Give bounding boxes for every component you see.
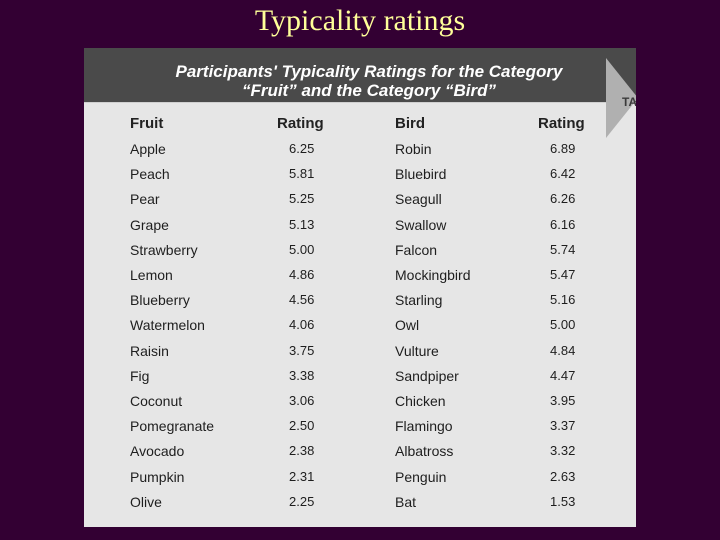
bird-rating: 5.47	[550, 267, 576, 282]
fruit-name: Avocado	[130, 443, 185, 460]
bird-name: Penguin	[395, 468, 447, 485]
fruit-rating: 5.13	[289, 216, 315, 232]
table-row: Pomegranate 2.50 Flamingo 3.37	[84, 418, 636, 443]
bird-rating: 3.32	[550, 443, 576, 459]
fruit-name: Watermelon	[130, 317, 205, 334]
bird-rating: 3.37	[550, 418, 576, 434]
fruit-rating: 5.81	[289, 166, 315, 182]
table-title-line2: “Fruit” and the Category “Bird”	[241, 81, 497, 100]
bird-name: Starling	[395, 292, 443, 309]
table-title: Participants' Typicality Ratings for the…	[154, 62, 584, 100]
bird-name: Albatross	[395, 443, 454, 460]
fruit-rating: 2.31	[289, 468, 315, 484]
table-row: Apple 6.25 Robin 6.89	[84, 141, 636, 166]
fruit-rating: 2.50	[289, 418, 315, 434]
fruit-name: Blueberry	[130, 292, 190, 309]
table-row: Pear 5.25 Seagull 6.26	[84, 191, 636, 216]
bird-name: Vulture	[395, 342, 439, 359]
bird-name: Bluebird	[395, 166, 447, 183]
slide-title: Typicality ratings	[254, 4, 466, 37]
fruit-name: Apple	[130, 141, 166, 157]
fruit-rating: 4.56	[289, 292, 315, 308]
table-row: Strawberry 5.00 Falcon 5.74	[84, 242, 636, 267]
fruit-name: Grape	[130, 216, 169, 233]
column-header-bird-rating: Rating	[538, 115, 585, 132]
fruit-name: Pear	[130, 191, 160, 208]
table-header-bar: Participants' Typicality Ratings for the…	[84, 48, 636, 103]
bird-rating: 6.16	[550, 216, 576, 232]
fruit-rating: 6.25	[289, 141, 315, 156]
column-header-fruit-rating: Rating	[277, 115, 324, 132]
column-header-fruit: Fruit	[130, 115, 164, 132]
fruit-rating: 2.25	[289, 493, 315, 509]
fruit-rating: 3.06	[289, 393, 315, 408]
bird-rating: 5.00	[550, 317, 576, 333]
fruit-rating: 2.38	[289, 443, 315, 459]
bird-rating: 3.95	[550, 393, 576, 408]
bird-rating: 4.47	[550, 367, 576, 383]
bird-name: Swallow	[395, 216, 447, 233]
bird-name: Seagull	[395, 191, 442, 208]
bird-name: Owl	[395, 317, 420, 334]
table-row: Grape 5.13 Swallow 6.16	[84, 217, 636, 242]
fruit-name: Lemon	[130, 267, 173, 283]
fruit-rating: 3.75	[289, 342, 315, 358]
bird-name: Flamingo	[395, 418, 453, 435]
page-tab-label: TA	[622, 95, 636, 109]
table-row: Olive 2.25 Bat 1.53	[84, 494, 636, 519]
table-image: Participants' Typicality Ratings for the…	[84, 48, 636, 527]
fruit-rating: 4.86	[289, 267, 315, 282]
fruit-name: Olive	[130, 493, 162, 510]
table-row: Pumpkin 2.31 Penguin 2.63	[84, 469, 636, 494]
table-row: Peach 5.81 Bluebird 6.42	[84, 166, 636, 191]
bird-rating: 6.42	[550, 166, 576, 182]
bird-rating: 6.89	[550, 141, 576, 156]
fruit-rating: 5.00	[289, 241, 315, 257]
fruit-name: Pumpkin	[130, 468, 185, 485]
table-row: Avocado 2.38 Albatross 3.32	[84, 443, 636, 468]
bird-rating: 1.53	[550, 493, 576, 509]
bird-name: Sandpiper	[395, 367, 459, 384]
table-row: Raisin 3.75 Vulture 4.84	[84, 343, 636, 368]
bird-rating: 5.74	[550, 241, 576, 257]
fruit-name: Strawberry	[130, 241, 198, 258]
fruit-rating: 4.06	[289, 317, 315, 333]
bird-rating: 2.63	[550, 468, 576, 484]
bird-name: Bat	[395, 493, 417, 510]
fruit-rating: 5.25	[289, 191, 315, 207]
table-row: Fig 3.38 Sandpiper 4.47	[84, 368, 636, 393]
fruit-rating: 3.38	[289, 367, 315, 383]
fruit-name: Coconut	[130, 393, 183, 409]
bird-rating: 6.26	[550, 191, 576, 207]
fruit-name: Pomegranate	[130, 418, 215, 435]
bird-rating: 4.84	[550, 342, 576, 358]
fruit-name: Fig	[130, 367, 150, 384]
bird-rating: 5.16	[550, 292, 576, 308]
fruit-name: Peach	[130, 166, 170, 183]
bird-name: Falcon	[395, 241, 438, 258]
table-row: Lemon 4.86 Mockingbird 5.47	[84, 267, 636, 292]
table-row: Watermelon 4.06 Owl 5.00	[84, 317, 636, 342]
table-title-line1: Participants' Typicality Ratings for the…	[175, 62, 563, 81]
table-row: Coconut 3.06 Chicken 3.95	[84, 393, 636, 418]
table-row: Blueberry 4.56 Starling 5.16	[84, 292, 636, 317]
bird-name: Chicken	[395, 393, 446, 409]
bird-name: Mockingbird	[395, 267, 471, 283]
bird-name: Robin	[395, 141, 432, 157]
page-tab-arrow-icon	[606, 58, 636, 138]
column-header-bird: Bird	[395, 115, 425, 132]
fruit-name: Raisin	[130, 342, 169, 359]
